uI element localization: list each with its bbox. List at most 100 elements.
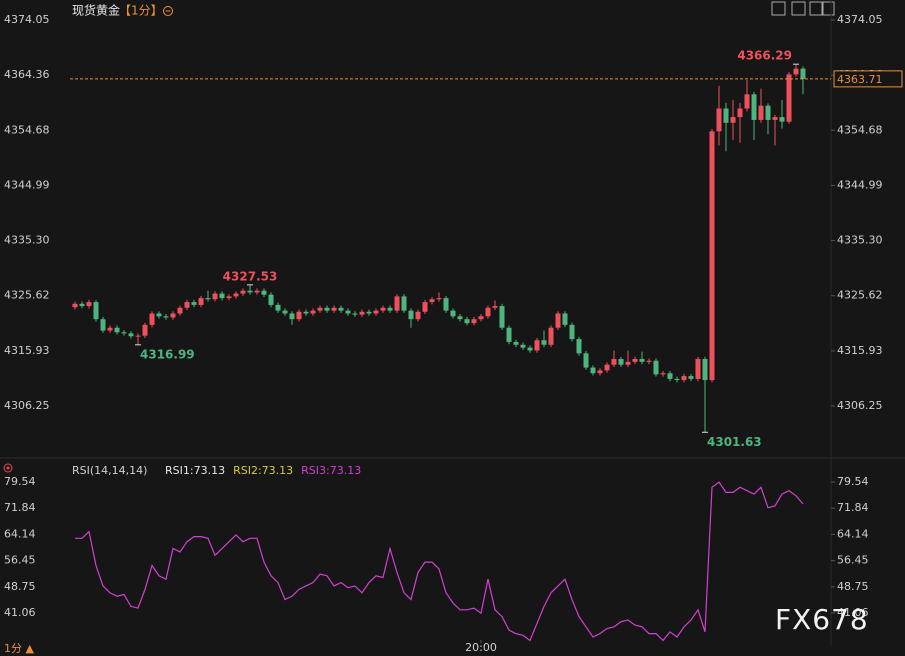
- candle-body: [471, 319, 477, 324]
- y-tick-label-right: 4344.99: [837, 178, 883, 191]
- y-tick-label-left: 48.75: [4, 580, 36, 593]
- last-price-box: [833, 70, 903, 88]
- rsi-readout: RSI2:73.13: [233, 464, 293, 477]
- candle-body: [590, 367, 596, 374]
- candle-body: [205, 298, 211, 300]
- candle-body: [702, 359, 708, 381]
- y-tick-label-left: 79.54: [4, 475, 36, 488]
- candle-body: [520, 344, 526, 348]
- candle-body: [604, 364, 610, 371]
- candle-body: [429, 299, 435, 303]
- candle-body: [268, 294, 274, 305]
- y-tick-label-left: 4325.62: [4, 289, 50, 302]
- candle-body: [422, 302, 428, 312]
- candle-body: [142, 324, 148, 336]
- candle-body: [338, 307, 344, 311]
- candle-body: [177, 307, 183, 314]
- watermark: FX678: [775, 603, 869, 636]
- toolbar[interactable]: [771, 1, 835, 16]
- candle-body: [86, 302, 92, 307]
- candle-body: [464, 319, 470, 324]
- candle-body: [233, 293, 239, 297]
- candle-body: [653, 360, 659, 375]
- candle-body: [345, 310, 351, 314]
- candle-body: [114, 327, 120, 333]
- candle-body: [149, 313, 155, 325]
- candle-body: [240, 290, 246, 294]
- rsi-readout: RSI1:73.13: [165, 464, 225, 477]
- candle-body: [611, 359, 617, 365]
- candle-body: [597, 370, 603, 374]
- y-tick-label-left: 4364.36: [4, 68, 50, 81]
- candle-body: [408, 310, 414, 320]
- extreme-label: 4327.53: [223, 269, 278, 283]
- candle-body: [219, 293, 225, 299]
- candle-body: [478, 316, 484, 320]
- candle-body: [296, 311, 302, 320]
- candle-body: [79, 303, 85, 307]
- candle-body: [660, 373, 666, 375]
- candle-body: [744, 94, 750, 109]
- y-tick-label-left: 41.06: [4, 606, 36, 619]
- candle-body: [303, 311, 309, 314]
- candle-body: [135, 335, 141, 337]
- candle-body: [184, 302, 190, 308]
- candle-body: [499, 306, 505, 328]
- y-tick-label-right: 4325.62: [837, 289, 883, 302]
- y-tick-label-left: 4306.25: [4, 399, 50, 412]
- candle-body: [758, 105, 764, 120]
- candle-body: [380, 307, 386, 311]
- candle-body: [513, 341, 519, 345]
- candle-body: [695, 359, 701, 379]
- candle-body: [317, 307, 323, 311]
- candle-body: [100, 319, 106, 331]
- candle-body: [366, 311, 372, 314]
- candle-body: [541, 340, 547, 345]
- candle-body: [751, 94, 757, 120]
- candle-body: [779, 117, 785, 122]
- y-tick-label-right: 4335.30: [837, 234, 883, 247]
- candle-body: [765, 105, 771, 120]
- y-tick-label-left: 64.14: [4, 527, 36, 540]
- candle-body: [373, 310, 379, 314]
- collapse-icon[interactable]: [163, 6, 173, 16]
- candle-body: [562, 313, 568, 325]
- candle-body: [310, 310, 316, 314]
- candle-body: [555, 313, 561, 328]
- candle-body: [534, 340, 540, 351]
- candle-body: [387, 307, 393, 311]
- candle-body: [247, 290, 253, 293]
- candle-body: [688, 376, 694, 379]
- y-tick-label-right: 4374.05: [837, 13, 883, 26]
- candle-body: [443, 298, 449, 311]
- rsi-readout: RSI3:73.13: [301, 464, 361, 477]
- y-tick-label-left: 4335.30: [4, 234, 50, 247]
- candle-body: [485, 307, 491, 317]
- candle-body: [709, 131, 715, 381]
- candle-body: [107, 327, 113, 331]
- last-price-label: 4363.71: [837, 73, 883, 86]
- x-tick-label: 20:00: [465, 641, 497, 654]
- y-tick-label-right: 4354.68: [837, 123, 883, 136]
- y-tick-label-right: 71.84: [837, 501, 869, 514]
- y-tick-label-left: 4344.99: [4, 178, 50, 191]
- candle-body: [793, 68, 799, 75]
- candle-body: [492, 306, 498, 308]
- candle-body: [457, 316, 463, 320]
- candle-body: [800, 68, 806, 79]
- candle-body: [772, 117, 778, 120]
- candle-body: [569, 324, 575, 340]
- candle-body: [506, 327, 512, 342]
- rsi-icon[interactable]: [3, 463, 13, 473]
- candle-body: [716, 108, 722, 132]
- candle-body: [226, 296, 232, 299]
- candle-body: [436, 298, 442, 300]
- y-tick-label-left: 56.45: [4, 554, 36, 567]
- extreme-label: 4366.29: [737, 49, 792, 63]
- timeframe[interactable]: 1分 ▲: [4, 642, 34, 655]
- candle-body: [667, 373, 673, 379]
- candle-body: [674, 378, 680, 381]
- extreme-label: 4301.63: [707, 435, 762, 449]
- y-tick-label-left: 4374.05: [4, 13, 50, 26]
